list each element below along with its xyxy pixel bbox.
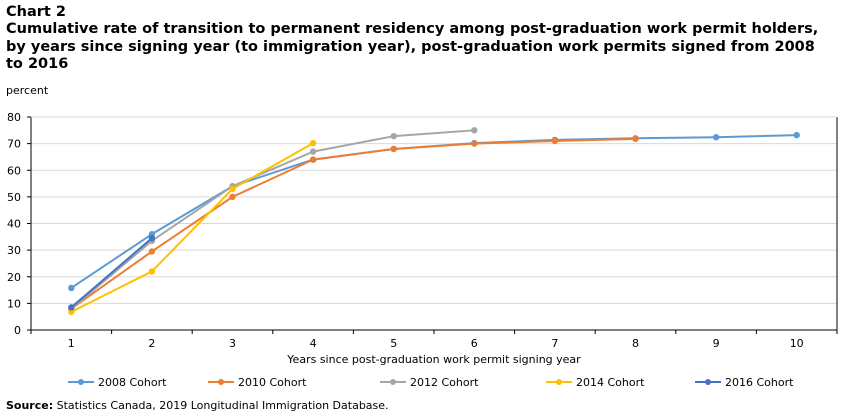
legend-swatch-marker (390, 379, 396, 385)
data-point (793, 131, 800, 139)
gridlines (31, 116, 837, 304)
x-tick-label: 4 (310, 337, 317, 350)
series-line (70, 142, 314, 313)
x-tick-label: 10 (790, 337, 804, 350)
data-point (712, 134, 720, 141)
series-2008-cohort (68, 131, 800, 292)
data-point (390, 145, 397, 153)
series-line (70, 129, 475, 310)
y-tick-label: 40 (7, 218, 21, 231)
series-2014-cohort (68, 139, 317, 316)
x-tick-label: 9 (713, 337, 720, 350)
series-line (70, 237, 153, 309)
legend-label: 2008 Cohort (98, 376, 167, 389)
legend-swatch-marker (78, 379, 84, 385)
y-tick-label: 10 (7, 297, 21, 310)
data-point (68, 304, 75, 311)
legend-label: 2012 Cohort (410, 376, 479, 389)
x-tick-label: 1 (68, 337, 75, 350)
data-point (68, 284, 75, 292)
data-point (229, 193, 236, 201)
data-point (309, 148, 317, 155)
data-point (68, 308, 75, 316)
series-2010-cohort (68, 135, 639, 312)
legend-item: 2014 Cohort (546, 376, 645, 389)
legend-label: 2016 Cohort (725, 376, 794, 389)
y-tick-label: 0 (14, 324, 21, 337)
data-point (148, 268, 156, 275)
data-point (551, 137, 559, 145)
chart-title: Cumulative rate of transition to permane… (6, 21, 819, 72)
x-axis-title: Years since post-graduation work permit … (286, 353, 581, 366)
source-label: Source: (6, 399, 54, 412)
x-tick-label: 6 (471, 337, 478, 350)
x-tick-label: 5 (390, 337, 397, 350)
x-tick-label: 2 (148, 337, 155, 350)
data-point (390, 132, 397, 140)
data-point (471, 140, 478, 147)
x-tick-label: 8 (632, 337, 639, 350)
x-tick-label: 3 (229, 337, 236, 350)
legend-label: 2010 Cohort (238, 376, 307, 389)
y-tick-labels: 0 10 20 30 40 50 60 70 80 (7, 111, 21, 337)
source-note: Source: Statistics Canada, 2019 Longitud… (6, 399, 389, 412)
y-axis-unit-label: percent (6, 84, 49, 97)
y-tick-label: 70 (7, 138, 21, 151)
series-2016-cohort (68, 234, 156, 311)
x-tick-labels: 1 2 3 4 5 6 7 8 9 10 (68, 337, 804, 350)
legend-swatch-marker (218, 379, 224, 385)
series-line (70, 134, 797, 289)
legend-item: 2016 Cohort (695, 376, 794, 389)
legend-label: 2014 Cohort (576, 376, 645, 389)
legend-item: 2010 Cohort (208, 376, 307, 389)
data-point (148, 234, 156, 242)
y-tick-label: 20 (7, 271, 21, 284)
source-text: Statistics Canada, 2019 Longitudinal Imm… (56, 399, 389, 412)
y-tick-label: 80 (7, 111, 21, 124)
legend-item: 2008 Cohort (68, 376, 167, 389)
legend-item: 2012 Cohort (380, 376, 479, 389)
data-point (309, 139, 317, 147)
data-point (309, 156, 317, 163)
data-point (229, 185, 236, 193)
data-point (632, 135, 639, 143)
data-point (148, 248, 156, 255)
x-tick-label: 7 (551, 337, 558, 350)
data-point (471, 127, 478, 134)
y-tick-label: 30 (7, 244, 21, 257)
line-chart: 0 10 20 30 40 50 60 70 80 1 2 3 4 5 6 7 8 9 10 Years sinc… (7, 111, 838, 389)
y-tick-label: 60 (7, 164, 21, 177)
series-lines (68, 127, 800, 316)
series-line (70, 137, 636, 310)
y-tick-label: 50 (7, 191, 21, 204)
axes (27, 116, 838, 334)
legend: 2008 Cohort 2010 Cohort 2012 Cohort 2014 Co… (68, 376, 794, 389)
legend-swatch-marker (556, 379, 562, 385)
series-2012-cohort (68, 127, 478, 312)
legend-swatch-marker (705, 379, 711, 385)
chart-label: Chart 2 (6, 4, 66, 20)
